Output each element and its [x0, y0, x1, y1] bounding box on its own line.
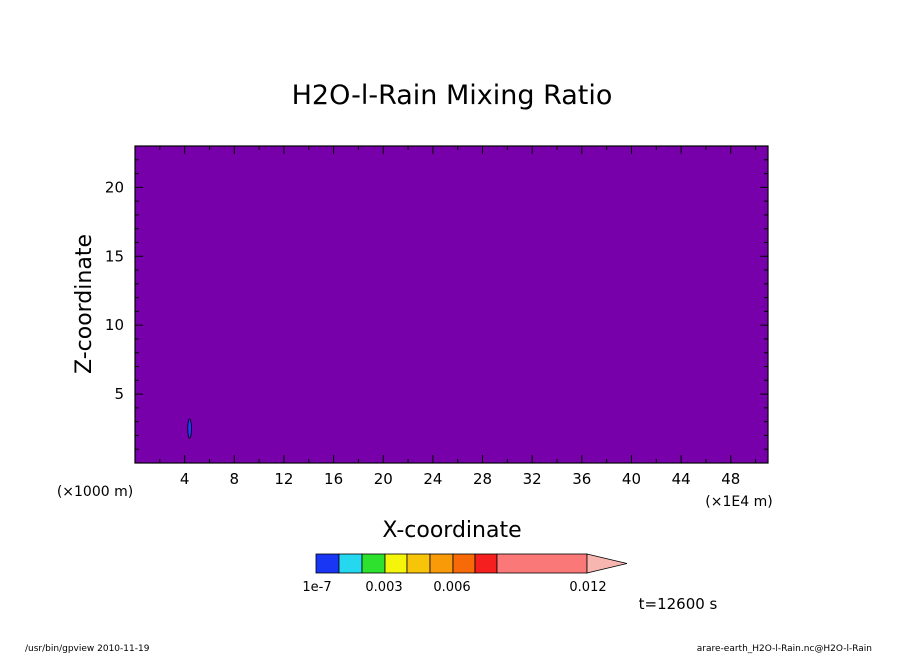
- colorbar-swatch-6: [429, 553, 454, 574]
- x-tick-label-16: 16: [324, 470, 343, 488]
- colorbar-swatch-5: [406, 553, 431, 574]
- plot-area: [134, 145, 769, 464]
- x-tick-label-4: 4: [180, 470, 190, 488]
- colorbar-label-4: 0.012: [569, 580, 606, 595]
- colorbar-swatch-2: [338, 553, 363, 574]
- colorbar-swatch-9: [496, 553, 588, 574]
- x-tick-label-40: 40: [622, 470, 641, 488]
- colorbar-label-1: 1e-7: [302, 580, 331, 595]
- chart-title: H2O-l-Rain Mixing Ratio: [292, 80, 613, 111]
- colorbar-swatch-8: [474, 553, 498, 574]
- x-tick-label-32: 32: [523, 470, 542, 488]
- footer-right: arare-earth_H2O-l-Rain.nc@H2O-l-Rain: [697, 644, 872, 654]
- y-tick-label-20: 20: [105, 178, 124, 196]
- colorbar-swatch-1: [315, 553, 340, 574]
- x-tick-label-12: 12: [274, 470, 293, 488]
- y-tick-label-15: 15: [105, 247, 124, 265]
- x-tick-label-44: 44: [672, 470, 691, 488]
- x-tick-label-48: 48: [721, 470, 740, 488]
- x-axis-label: X-coordinate: [382, 518, 521, 543]
- x-tick-label-8: 8: [230, 470, 240, 488]
- time-label: t=12600 s: [639, 595, 718, 613]
- colorbar-swatch-3: [361, 553, 386, 574]
- heatmap-field: [135, 146, 768, 463]
- footer-left: /usr/bin/gpview 2010-11-19: [25, 644, 150, 654]
- rain-cell-1: [187, 418, 192, 439]
- x-tick-label-24: 24: [423, 470, 442, 488]
- x-unit-label: (×1E4 m): [705, 494, 772, 510]
- x-tick-label-28: 28: [473, 470, 492, 488]
- colorbar-extend-arrow: [586, 553, 628, 574]
- colorbar-label-3: 0.006: [433, 580, 470, 595]
- x-tick-label-36: 36: [572, 470, 591, 488]
- y-unit-label: (×1000 m): [57, 484, 133, 500]
- colorbar-swatch-7: [452, 553, 476, 574]
- y-tick-label-10: 10: [105, 316, 124, 334]
- y-axis-label: Z-coordinate: [72, 234, 97, 374]
- colorbar-swatch-4: [384, 553, 408, 574]
- x-tick-label-20: 20: [374, 470, 393, 488]
- plot-frame: [134, 145, 769, 464]
- colorbar: 1e-7 0.003 0.006 0.012: [302, 553, 628, 595]
- colorbar-label-2: 0.003: [365, 580, 402, 595]
- y-tick-label-5: 5: [114, 385, 124, 403]
